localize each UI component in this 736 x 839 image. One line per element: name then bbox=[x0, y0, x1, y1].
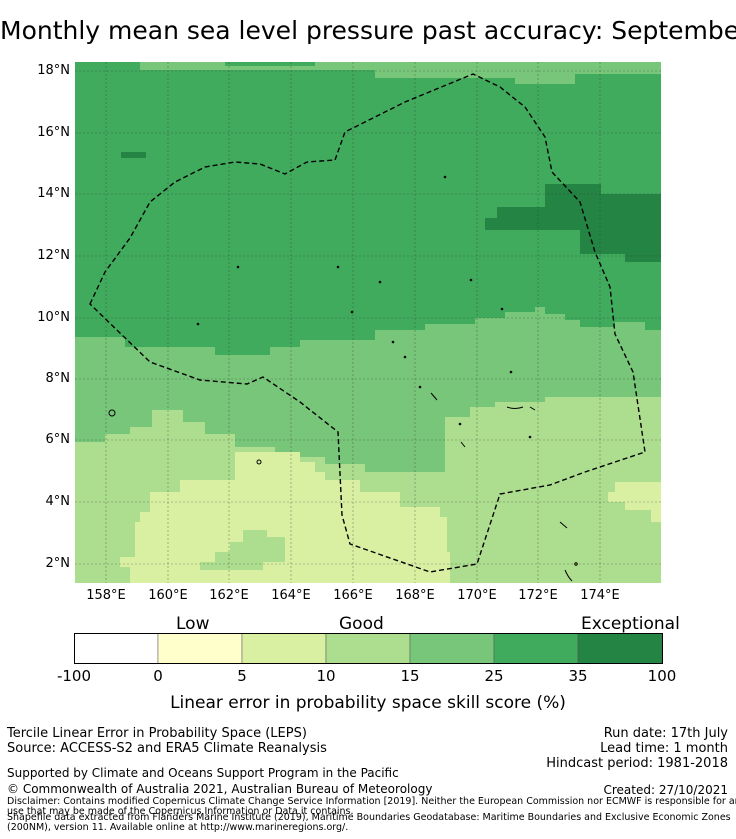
colorbar-cell bbox=[577, 633, 663, 664]
run-date: Run date: 17th July bbox=[603, 726, 728, 741]
skill-region-top bbox=[140, 62, 661, 84]
colorbar-cell bbox=[325, 633, 411, 664]
disclaimer-line-2: use that may be made of the Copernicus I… bbox=[7, 806, 354, 817]
lon-label: 170°E bbox=[457, 588, 497, 603]
skill-map bbox=[75, 62, 661, 583]
islands bbox=[108, 175, 578, 582]
shapefile-line-1: Shapefile data extracted from Flanders M… bbox=[7, 812, 731, 823]
legend-category-good: Good bbox=[339, 614, 384, 634]
skill-region-5-10-east bbox=[608, 482, 661, 522]
colorbar-label: Linear error in probability space skill … bbox=[170, 693, 566, 713]
colorbar-cell bbox=[74, 633, 159, 664]
eez-boundary bbox=[89, 73, 646, 573]
colorbar-tick: 35 bbox=[568, 667, 588, 685]
lat-label: 2°N bbox=[45, 556, 71, 571]
lat-label: 8°N bbox=[45, 371, 71, 386]
skill-region-35-100 bbox=[485, 184, 661, 262]
lat-label: 4°N bbox=[45, 494, 71, 509]
disclaimer-line-1: Disclaimer: Contains modified Copernicus… bbox=[7, 796, 736, 807]
colorbar bbox=[74, 633, 663, 664]
colorbar-cell bbox=[241, 633, 327, 664]
lon-label: 160°E bbox=[148, 588, 188, 603]
lat-label: 6°N bbox=[45, 432, 71, 447]
colorbar-tick: 0 bbox=[153, 667, 163, 685]
copyright-text: © Commonwealth of Australia 2021, Austra… bbox=[7, 782, 433, 796]
created-date: Created: 27/10/2021 bbox=[603, 783, 728, 797]
lat-label: 10°N bbox=[37, 310, 70, 325]
lat-label: 18°N bbox=[37, 63, 70, 78]
lat-label: 16°N bbox=[37, 125, 70, 140]
lon-label: 174°E bbox=[580, 588, 620, 603]
lead-time: Lead time: 1 month bbox=[600, 741, 728, 756]
legend-category-exceptional: Exceptional bbox=[581, 614, 680, 634]
colorbar-cell bbox=[409, 633, 495, 664]
lat-label: 14°N bbox=[37, 186, 70, 201]
colorbar-tick: 100 bbox=[647, 667, 677, 685]
graticule bbox=[75, 62, 661, 583]
method-text: Tercile Linear Error in Probability Spac… bbox=[7, 726, 307, 741]
colorbar-tick: 5 bbox=[237, 667, 247, 685]
skill-region-10-15-patch bbox=[200, 530, 285, 570]
hindcast-period: Hindcast period: 1981-2018 bbox=[546, 756, 728, 771]
lon-label: 168°E bbox=[395, 588, 435, 603]
colorbar-tick: 15 bbox=[400, 667, 420, 685]
skill-region-35-100-small bbox=[121, 152, 146, 158]
source-text: Source: ACCESS-S2 and ERA5 Climate Reana… bbox=[7, 741, 327, 756]
colorbar-tick: -100 bbox=[56, 667, 92, 685]
legend-category-low: Low bbox=[176, 614, 210, 634]
colorbar-cell bbox=[493, 633, 579, 664]
lon-label: 166°E bbox=[333, 588, 373, 603]
map-title: Monthly mean sea level pressure past acc… bbox=[0, 16, 736, 45]
shapefile-line-2: (200NM), version 11. Available online at… bbox=[7, 822, 349, 833]
lon-label: 158°E bbox=[86, 588, 126, 603]
support-text: Supported by Climate and Oceans Support … bbox=[7, 766, 399, 780]
lon-label: 172°E bbox=[518, 588, 558, 603]
lat-label: 12°N bbox=[37, 248, 70, 263]
lon-label: 164°E bbox=[271, 588, 311, 603]
colorbar-tick: 10 bbox=[316, 667, 336, 685]
lon-label: 162°E bbox=[209, 588, 249, 603]
colorbar-tick: 25 bbox=[484, 667, 504, 685]
colorbar-cell bbox=[157, 633, 243, 664]
